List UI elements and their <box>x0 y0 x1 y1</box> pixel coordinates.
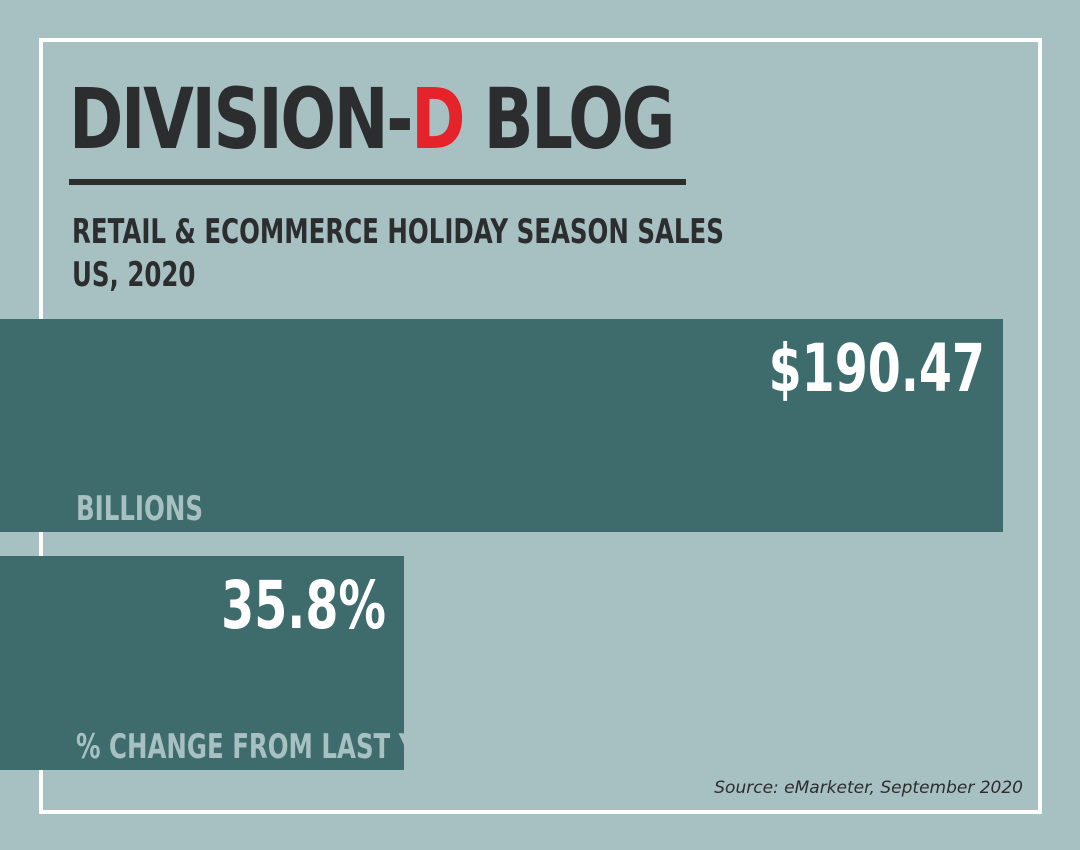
source-note: Source: eMarketer, September 2020 <box>714 778 1023 798</box>
brand-title-accent: D <box>411 70 465 168</box>
brand-title-suffix: BLOG <box>463 70 676 168</box>
bar-2 <box>0 556 404 770</box>
bar-1 <box>0 319 1003 532</box>
bar-2-caption: % CHANGE FROM LAST YEAR <box>76 727 471 766</box>
bar-2-value-label: 35.8% <box>221 567 386 644</box>
bar-1-value-label: $190.47 <box>769 330 985 407</box>
bar-1-caption: BILLIONS <box>76 489 203 528</box>
brand-underline <box>69 179 686 185</box>
chart-subtitle: US, 2020 <box>72 255 196 295</box>
chart-title: RETAIL & ECOMMERCE HOLIDAY SEASON SALES <box>72 212 724 252</box>
brand-title: DIVISION-D BLOG <box>69 64 676 174</box>
brand-title-prefix: DIVISION- <box>69 70 413 168</box>
